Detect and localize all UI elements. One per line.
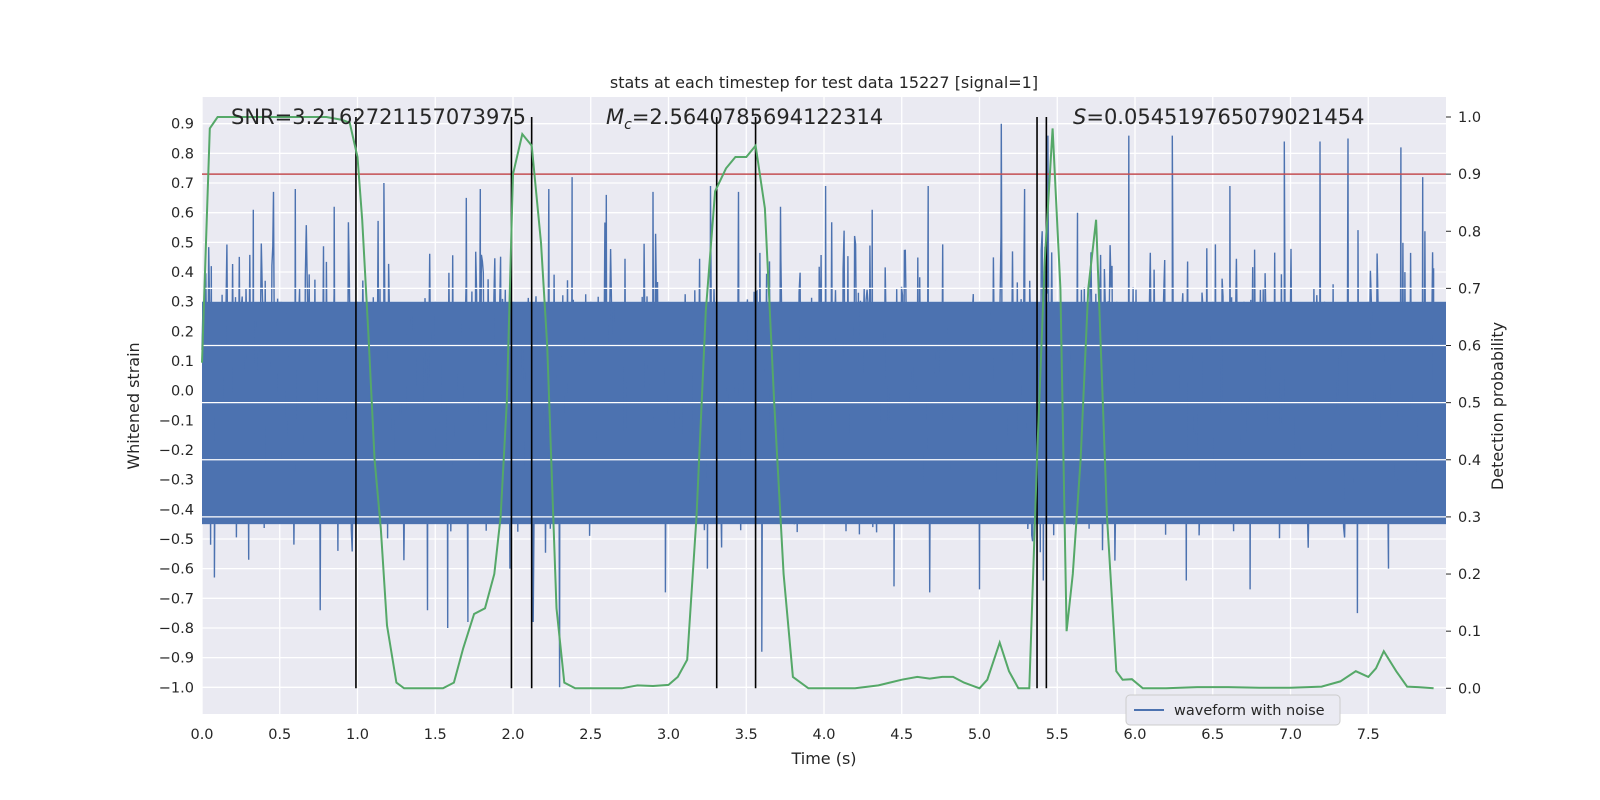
annotation-s-value: =0.054519765079021454 [1086, 105, 1364, 129]
legend-box [1125, 694, 1341, 726]
y-right-tick-label-2: 0.8 [1458, 224, 1481, 240]
x-tick-label-15: 7.5 [1357, 727, 1380, 743]
x-tick-label-11: 5.5 [1046, 727, 1069, 743]
y-tick-label-0: 0.9 [171, 117, 194, 133]
x-tick-label-2: 1.0 [346, 727, 369, 743]
y-tick-label-16: −0.7 [159, 591, 194, 607]
y-right-tick-label-3: 0.7 [1458, 281, 1481, 297]
waveform-series [201, 123, 1446, 688]
x-tick-label-14: 7.0 [1279, 727, 1302, 743]
x-axis-label: Time (s) [790, 749, 856, 768]
y-tick-label-8: 0.1 [171, 354, 194, 370]
y-tick-label-7: 0.2 [171, 324, 194, 340]
annotation-chirp-mass-symbol: M [606, 105, 624, 129]
y-tick-label-12: −0.3 [159, 473, 194, 489]
legend: waveform with noise [1125, 694, 1341, 726]
y-right-tick-label-0: 1.0 [1458, 110, 1481, 126]
y-right-tick-label-1: 0.9 [1458, 167, 1481, 183]
x-tick-label-3: 1.5 [424, 727, 447, 743]
annotation-chirp-mass-sub: c [624, 117, 632, 133]
annotation-s-symbol: S [1073, 105, 1086, 129]
y-tick-label-9: 0.0 [171, 384, 194, 400]
y-right-tick-label-5: 0.5 [1458, 396, 1481, 412]
x-tick-label-5: 2.5 [579, 727, 602, 743]
x-axis-ticks: 0.0 0.5 1.0 1.5 2.0 2.5 3.0 3.5 4.0 4.5 5.0 5.5 6.0 6… [190, 727, 1379, 743]
y-right-tick-label-10: 0.0 [1458, 681, 1481, 697]
y-tick-label-13: −0.4 [159, 502, 194, 518]
chart-title: stats at each timestep for test data 152… [610, 73, 1038, 92]
waveform-line [201, 123, 1435, 688]
legend-label-waveform: waveform with noise [1174, 703, 1325, 719]
y-tick-label-17: −0.8 [159, 621, 194, 637]
x-tick-label-4: 2.0 [501, 727, 524, 743]
y-tick-label-19: −1.0 [159, 680, 194, 696]
y-tick-label-10: −0.1 [159, 413, 194, 429]
y-right-axis-label: Detection probability [1488, 322, 1507, 490]
y-tick-label-14: −0.5 [159, 532, 194, 548]
annotation-chirp-mass: Mc=2.5640785694122314 [606, 105, 883, 133]
x-tick-label-9: 4.5 [890, 727, 913, 743]
y-axis-ticks: 0.9 0.8 0.7 0.6 0.5 0.4 0.3 0.2 0.1 0.0 −0.1 −0.2 −0… [159, 117, 194, 697]
x-tick-label-1: 0.5 [268, 727, 291, 743]
annotation-s: S=0.054519765079021454 [1073, 105, 1364, 129]
y-right-tick-label-7: 0.3 [1458, 510, 1481, 526]
annotation-snr: SNR=3.2162721157073975 [231, 105, 526, 129]
y-right-tick-label-8: 0.2 [1458, 567, 1481, 583]
annotation-chirp-mass-value: =2.5640785694122314 [632, 105, 883, 129]
x-tick-label-7: 3.5 [735, 727, 758, 743]
x-tick-label-12: 6.0 [1123, 727, 1146, 743]
y-right-tick-label-4: 0.6 [1458, 339, 1481, 355]
y-tick-label-2: 0.7 [171, 176, 194, 192]
x-tick-label-0: 0.0 [190, 727, 213, 743]
vertical-lines [355, 116, 1048, 689]
y-tick-label-5: 0.4 [171, 265, 194, 281]
y-right-axis-ticks: 1.0 0.9 0.8 0.7 0.6 0.5 0.4 0.3 0.2 0.1 0.0 [1446, 110, 1481, 697]
y-tick-label-6: 0.3 [171, 295, 194, 311]
y-right-tick-label-6: 0.4 [1458, 453, 1481, 469]
x-tick-label-13: 6.5 [1201, 727, 1224, 743]
y-axis-label: Whitened strain [124, 342, 143, 469]
y-tick-label-3: 0.6 [171, 206, 194, 222]
detection-probability-line [201, 116, 1434, 690]
y-tick-label-15: −0.6 [159, 562, 194, 578]
y-tick-label-18: −0.9 [159, 651, 194, 667]
y-tick-label-1: 0.8 [171, 146, 194, 162]
y-tick-label-4: 0.5 [171, 235, 194, 251]
x-tick-label-6: 3.0 [657, 727, 680, 743]
y-tick-label-11: −0.2 [159, 443, 194, 459]
x-tick-label-8: 4.0 [812, 727, 835, 743]
y-right-tick-label-9: 0.1 [1458, 624, 1481, 640]
x-tick-label-10: 5.0 [968, 727, 991, 743]
detection-probability-series [201, 116, 1434, 690]
horizontal-lines [202, 173, 1446, 518]
